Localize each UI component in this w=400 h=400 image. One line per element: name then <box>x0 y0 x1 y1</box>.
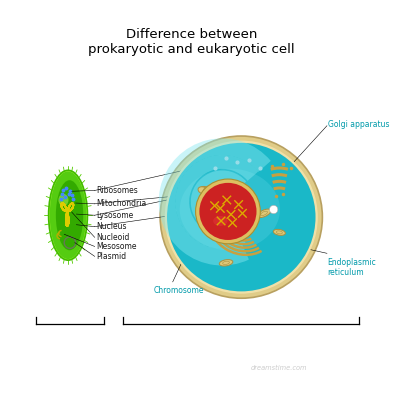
Circle shape <box>199 183 256 240</box>
Text: Difference between: Difference between <box>126 28 258 41</box>
Ellipse shape <box>219 260 233 266</box>
Ellipse shape <box>50 172 86 259</box>
Ellipse shape <box>204 218 218 224</box>
Text: Mesosome: Mesosome <box>96 242 136 251</box>
Text: Nucleus: Nucleus <box>96 222 126 231</box>
Text: Golgi apparatus: Golgi apparatus <box>328 120 389 130</box>
Circle shape <box>165 141 318 294</box>
Ellipse shape <box>198 187 208 194</box>
Circle shape <box>171 147 293 268</box>
Ellipse shape <box>180 169 280 250</box>
Ellipse shape <box>273 229 285 235</box>
Circle shape <box>167 143 316 291</box>
Text: Endoplasmic
reticulum: Endoplasmic reticulum <box>328 258 376 277</box>
Text: dreamstime.com: dreamstime.com <box>251 364 308 370</box>
Text: Nucleoid: Nucleoid <box>96 233 129 242</box>
Ellipse shape <box>58 194 68 206</box>
Text: Lysosome: Lysosome <box>96 211 133 220</box>
Ellipse shape <box>56 180 83 250</box>
Circle shape <box>160 136 322 298</box>
Text: Mitochondria: Mitochondria <box>96 199 146 208</box>
Ellipse shape <box>213 216 228 226</box>
Circle shape <box>270 205 278 214</box>
Ellipse shape <box>49 170 88 260</box>
Circle shape <box>196 179 260 244</box>
Text: Plasmid: Plasmid <box>96 252 126 261</box>
Text: Chromosome: Chromosome <box>154 286 204 295</box>
Ellipse shape <box>200 186 214 194</box>
Text: prokaryotic and eukaryotic cell: prokaryotic and eukaryotic cell <box>88 43 295 56</box>
Ellipse shape <box>258 209 271 218</box>
Text: Ribosomes: Ribosomes <box>96 186 138 195</box>
